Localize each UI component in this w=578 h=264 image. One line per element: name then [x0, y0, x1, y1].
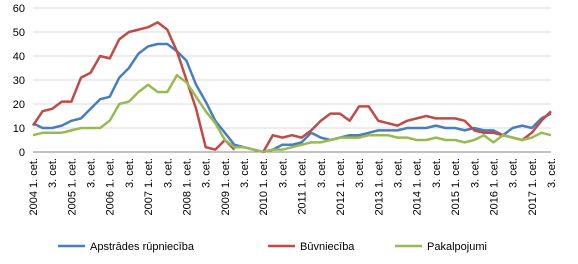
- legend-label: Būvniecība: [300, 241, 355, 253]
- x-tick-label: 2004 1. cet.: [28, 158, 40, 216]
- x-tick-label: 2017 1. cet.: [527, 158, 539, 216]
- x-tick-label: 3. cet.: [201, 158, 213, 188]
- x-tick-label: 2015 1. cet.: [450, 158, 462, 216]
- y-tick-label: 60: [13, 3, 25, 15]
- x-tick-label: 3. cet.: [469, 158, 481, 188]
- series-line: [32, 73, 552, 154]
- series-line: [31, 21, 552, 153]
- y-tick-label: 20: [13, 99, 25, 111]
- legend-label: Pakalpojumi: [427, 241, 487, 253]
- x-tick-label: 2011 1. cet.: [297, 158, 309, 215]
- x-tick-label: 2014 1. cet.: [412, 158, 424, 216]
- x-tick-label: 2005 1. cet.: [66, 158, 78, 216]
- x-tick-label: 2012 1. cet.: [335, 158, 347, 216]
- x-tick-label: 3. cet.: [508, 158, 520, 188]
- x-tick-label: 2016 1. cet.: [488, 158, 500, 216]
- y-tick-label: 10: [13, 123, 25, 135]
- x-tick-label: 3. cet.: [431, 158, 443, 188]
- y-tick-label: 50: [13, 27, 25, 39]
- y-tick-label: 40: [13, 51, 25, 63]
- x-tick-label: 2007 1. cet.: [143, 158, 155, 216]
- x-tick-label: 3. cet.: [124, 158, 136, 188]
- x-tick-label: 3. cet.: [546, 158, 558, 188]
- series-line: [32, 42, 552, 154]
- legend-label: Apstrādes rūpniecība: [90, 241, 195, 253]
- x-tick-label: 3. cet.: [86, 158, 98, 188]
- x-tick-label: 2006 1. cet.: [105, 158, 117, 216]
- x-tick-label: 3. cet.: [316, 158, 328, 188]
- x-tick-label: 2009 1. cet.: [220, 158, 232, 216]
- x-tick-label: 2008 1. cet.: [181, 158, 193, 216]
- x-tick-label: 3. cet.: [354, 158, 366, 188]
- x-tick-label: 3. cet.: [393, 158, 405, 188]
- y-tick-label: 0: [19, 147, 25, 159]
- x-tick-label: 2010 1. cet.: [258, 158, 270, 216]
- x-tick-label: 3. cet.: [47, 158, 59, 188]
- x-tick-label: 3. cet.: [239, 158, 251, 188]
- x-tick-label: 3. cet.: [277, 158, 289, 188]
- y-tick-label: 30: [13, 75, 25, 87]
- x-tick-label: 2013 1. cet.: [373, 158, 385, 216]
- x-tick-label: 3. cet.: [162, 158, 174, 188]
